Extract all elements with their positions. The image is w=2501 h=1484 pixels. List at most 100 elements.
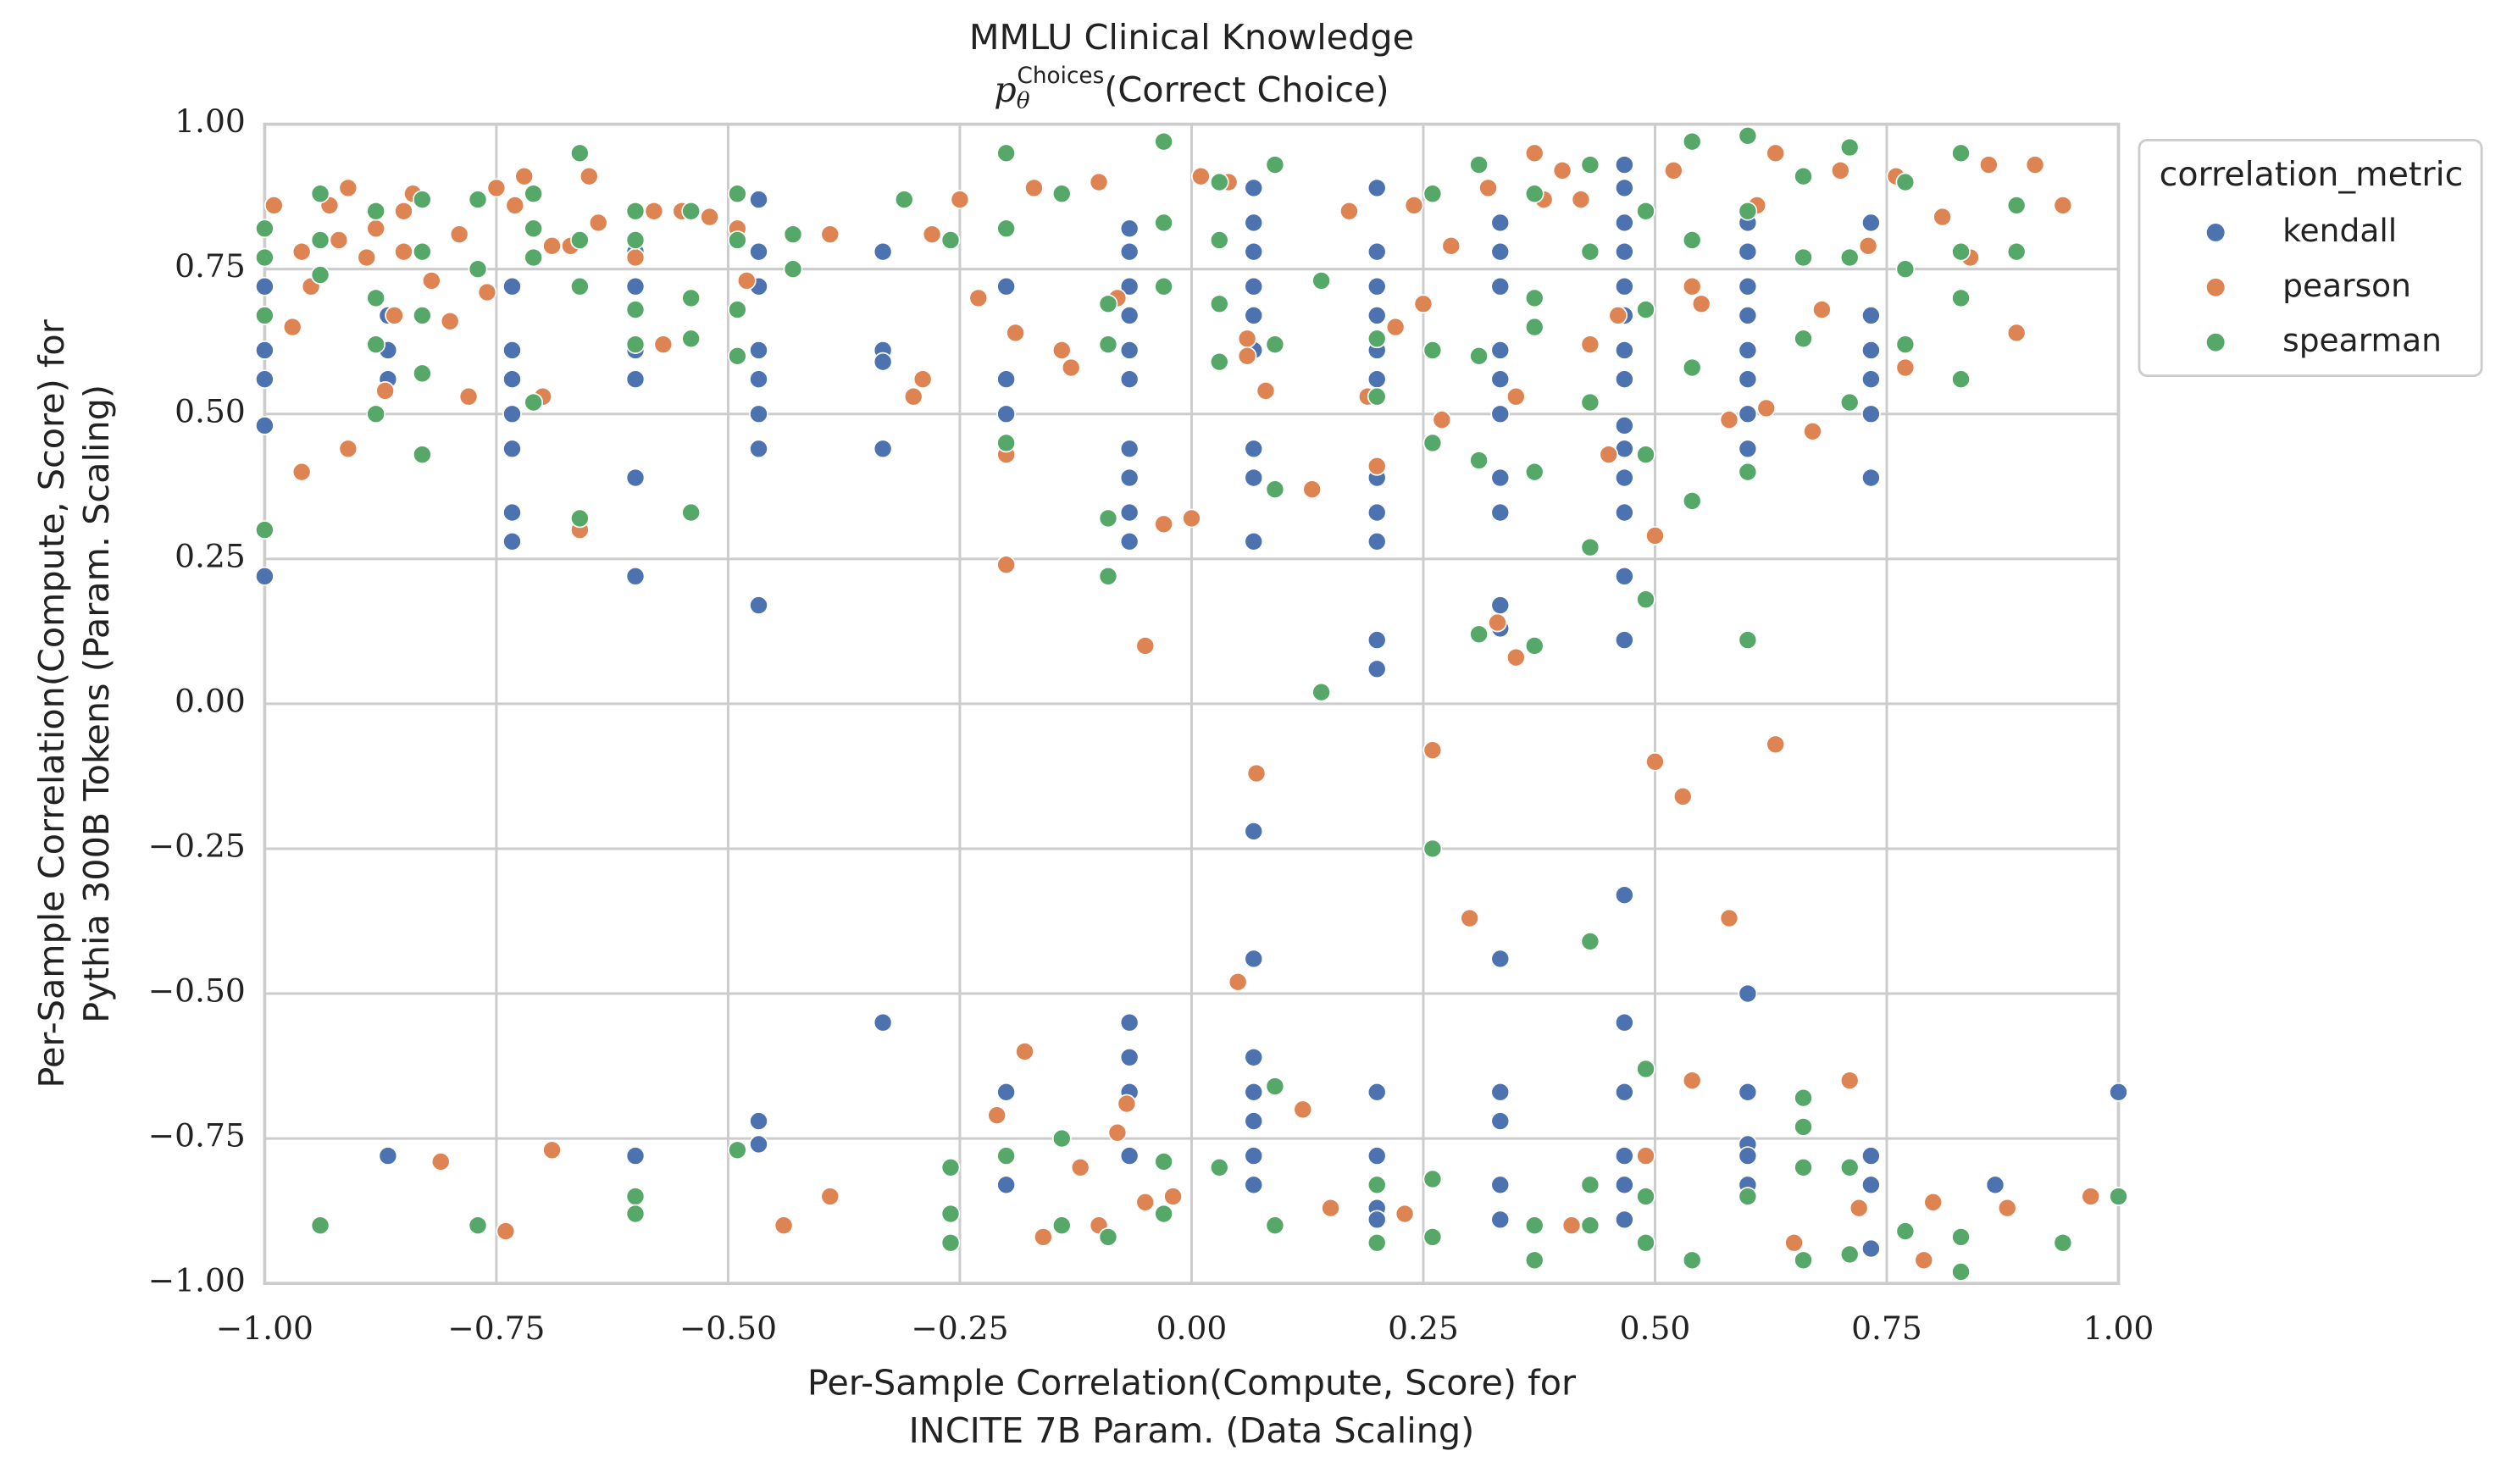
data-point (1636, 201, 1655, 221)
data-point (1395, 1204, 1415, 1224)
data-point (783, 224, 803, 245)
data-point (1469, 451, 1489, 470)
data-point (1244, 1175, 1264, 1195)
data-point (625, 201, 646, 221)
data-point (505, 196, 525, 215)
data-point (2006, 196, 2027, 215)
data-point (1135, 636, 1156, 656)
data-point (1614, 1146, 1634, 1166)
data-point (1237, 346, 1257, 366)
data-point (1244, 1082, 1264, 1102)
data-point (749, 369, 768, 390)
data-point (1895, 357, 1916, 378)
data-point (310, 265, 330, 285)
data-point (468, 190, 488, 209)
data-point (1006, 323, 1025, 343)
data-point (1432, 410, 1452, 429)
data-point (1490, 369, 1511, 390)
data-point (1367, 369, 1387, 390)
data-point (1490, 241, 1511, 262)
data-point (514, 166, 535, 186)
data-point (579, 166, 599, 186)
data-point (1794, 329, 1813, 349)
data-point (496, 1221, 516, 1241)
data-point (1478, 178, 1498, 198)
data-point (255, 306, 274, 325)
data-point (1460, 908, 1480, 928)
data-point (625, 468, 646, 488)
data-point (1794, 1250, 1813, 1271)
data-point (1614, 178, 1634, 198)
data-point (1490, 1111, 1511, 1131)
data-point (1719, 410, 1739, 429)
data-point (1098, 508, 1118, 529)
data-point (310, 230, 330, 250)
data-point (255, 219, 274, 239)
legend-label: kendall (2282, 212, 2397, 249)
data-point (1524, 143, 1544, 163)
y-tick-label: −1.00 (148, 1262, 246, 1299)
data-point (1914, 1250, 1934, 1271)
y-tick-label: −0.75 (148, 1117, 246, 1155)
data-point (996, 369, 1017, 390)
data-point (1490, 468, 1511, 488)
data-point (1524, 462, 1544, 482)
data-point (449, 224, 469, 245)
data-point (1614, 885, 1634, 905)
x-tick-label: −0.50 (679, 1310, 777, 1347)
data-point (421, 271, 441, 291)
data-point (1794, 166, 1813, 186)
x-tick-label: 0.75 (1851, 1310, 1922, 1347)
data-point (1098, 294, 1118, 314)
data-point (727, 184, 747, 204)
x-tick-label: 0.00 (1156, 1310, 1228, 1347)
data-point (1339, 201, 1359, 221)
data-point (1738, 439, 1758, 459)
data-point (1978, 155, 1999, 174)
legend-marker (2205, 332, 2226, 353)
data-point (996, 1175, 1017, 1195)
data-point (1312, 271, 1331, 291)
data-point (1861, 468, 1881, 488)
data-point (1636, 1232, 1655, 1253)
data-point (468, 1215, 488, 1236)
legend-title: correlation_metric (2160, 155, 2464, 194)
subtitle-sup: Choices (1018, 64, 1105, 89)
x-tick-label: 1.00 (2083, 1310, 2154, 1347)
data-point (1803, 421, 1822, 441)
data-point (569, 508, 590, 529)
data-point (477, 282, 497, 302)
data-point (1738, 630, 1758, 650)
data-point (940, 1204, 961, 1224)
data-point (394, 201, 413, 221)
data-point (1614, 1175, 1634, 1195)
data-point (1738, 1187, 1758, 1206)
data-point (255, 276, 274, 296)
data-point (1861, 1146, 1881, 1166)
data-point (338, 439, 358, 459)
data-point (1182, 508, 1201, 529)
data-point (1367, 630, 1387, 650)
data-point (1614, 241, 1634, 262)
data-point (903, 386, 923, 407)
data-point (1490, 404, 1511, 424)
data-point (502, 502, 522, 523)
data-point (1636, 300, 1655, 319)
data-point (1302, 479, 1323, 500)
subtitle-sub: θ (1017, 88, 1030, 114)
data-point (2025, 155, 2045, 174)
data-point (1580, 932, 1600, 951)
data-point (1580, 537, 1600, 557)
data-point (625, 335, 646, 355)
data-point (2109, 1082, 2128, 1102)
data-point (727, 230, 747, 250)
data-point (1244, 949, 1264, 969)
data-point (357, 247, 377, 268)
subtitle-rest: (Correct Choice) (1104, 69, 1389, 110)
data-point (440, 311, 460, 331)
data-point (1682, 491, 1702, 511)
data-point (1645, 751, 1665, 772)
legend-marker (2205, 222, 2226, 243)
data-point (950, 190, 970, 209)
